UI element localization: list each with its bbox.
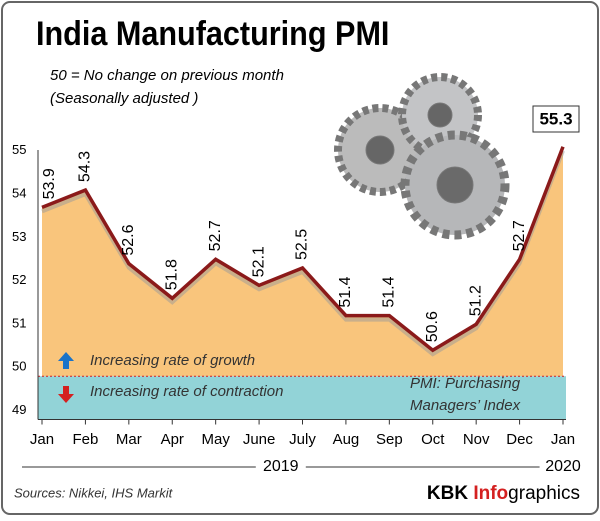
x-tick-label: Nov	[463, 431, 490, 448]
source: Sources: Nikkei, IHS Markit	[14, 485, 174, 500]
x-tick-label: Jan	[551, 431, 575, 448]
x-tick-label: Jan	[30, 431, 54, 448]
x-tick-label: Oct	[421, 431, 445, 448]
x-tick-label: Apr	[161, 431, 184, 448]
contraction-band	[38, 376, 566, 420]
value-label: 50.6	[424, 311, 441, 342]
subtitle: 50 = No change on previous month	[50, 67, 284, 84]
value-label: 52.7	[207, 220, 224, 251]
value-label: 55.3	[539, 109, 572, 128]
up-arrow	[58, 352, 74, 369]
x-tick-label: Mar	[116, 431, 142, 448]
annotation: PMI: Purchasing	[410, 375, 521, 392]
brand-part: KBK	[427, 483, 473, 504]
brand-part: graphics	[508, 483, 580, 504]
annotation: Managers’ Index	[410, 397, 521, 414]
gears	[334, 73, 510, 240]
y-tick-label: 54	[12, 186, 26, 201]
brand-part: Info	[473, 483, 508, 504]
value-label: 52.6	[120, 224, 137, 255]
annotation: Increasing rate of growth	[90, 352, 255, 369]
down-arrow	[58, 386, 74, 403]
brand: KBK Infographics	[427, 483, 580, 504]
value-label: 53.9	[41, 168, 58, 199]
y-tick-label: 50	[12, 359, 26, 374]
value-label: 51.4	[337, 276, 354, 307]
y-tick-label: 51	[12, 315, 26, 330]
y-tick-label: 53	[12, 229, 26, 244]
line	[41, 146, 565, 353]
value-label: 51.8	[163, 259, 180, 290]
annotation: Increasing rate of contraction	[90, 383, 283, 400]
y-tick-label: 55	[12, 142, 26, 157]
value-box	[532, 105, 580, 133]
x-group-label: 2020	[545, 458, 581, 475]
area	[42, 146, 563, 377]
x-tick-label: Sep	[376, 431, 403, 448]
x-group-label: 2019	[263, 458, 299, 475]
x-tick-label: July	[289, 431, 316, 448]
subtitle: (Seasonally adjusted )	[50, 90, 198, 107]
x-tick-label: June	[243, 431, 276, 448]
value-label: 51.4	[381, 276, 398, 307]
value-label: 52.7	[511, 220, 528, 251]
y-tick-label: 49	[12, 402, 26, 417]
x-tick-label: Aug	[333, 431, 360, 448]
line-shadow	[41, 150, 565, 357]
x-tick-label: Dec	[506, 431, 533, 448]
value-label: 52.5	[294, 229, 311, 260]
plot: 49 50 51 52 53 54 55 Jan 53.9 Feb 54.3 Mar 52.6 Apr 51…	[12, 105, 581, 475]
y-tick-label: 52	[12, 272, 26, 287]
value-label: 52.1	[250, 246, 267, 277]
value-label: 51.2	[467, 285, 484, 316]
x-tick-label: Feb	[72, 431, 98, 448]
x-tick-label: May	[201, 431, 230, 448]
value-label: 54.3	[77, 151, 94, 182]
chart-title: India Manufacturing PMI	[36, 15, 389, 53]
